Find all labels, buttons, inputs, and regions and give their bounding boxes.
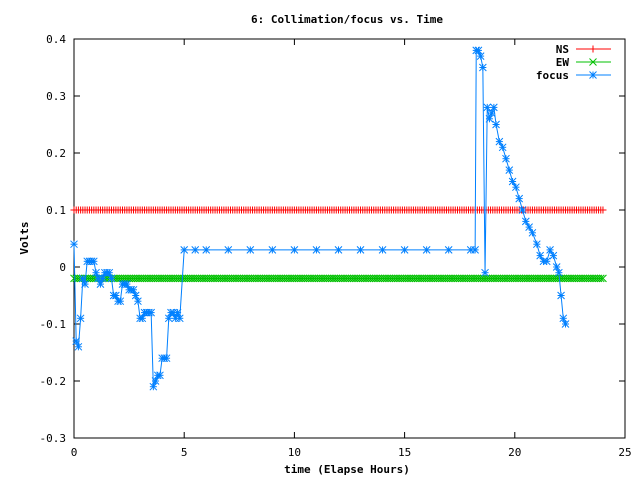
data-point-focus [490,103,498,112]
data-point-focus [378,246,387,254]
data-point-EW [596,274,605,283]
series-layer [70,46,607,391]
data-point-focus [502,154,510,163]
data-point-focus [532,240,541,249]
legend-marker-NS [589,45,597,53]
y-tick-label: 0.1 [46,204,66,217]
y-tick-label: 0.4 [46,33,66,46]
data-point-focus [134,297,142,306]
data-point-focus [107,274,116,283]
x-tick-label: 20 [508,446,521,459]
data-point-focus [561,320,570,328]
data-point-focus [191,246,200,254]
data-point-focus [483,103,492,112]
data-point-EW [599,274,607,283]
legend-marker-EW [589,58,597,66]
data-point-focus [481,268,489,277]
data-point-focus [542,257,551,266]
series-EW [70,274,607,283]
y-tick-label: -0.1 [40,318,67,331]
data-point-focus [444,246,453,254]
legend-label-NS: NS [556,43,569,56]
data-point-focus [512,183,520,192]
data-point-focus [268,246,277,254]
tick-label-group: 0 5 10 15 20 25 -0.3 -0.2 -0.1 0 0.1 0.2 0.3 0.4 [40,33,632,459]
chart-title: 6: Collimation/focus vs. Time [251,13,443,26]
data-point-focus [518,206,527,214]
data-point-NS [599,206,607,214]
plot-frame [73,38,626,439]
data-point-focus [498,143,507,152]
data-point-focus [224,246,233,254]
x-tick-label: 0 [71,446,78,459]
data-point-focus [555,268,563,277]
x-tick-label: 25 [618,446,631,459]
data-point-focus [81,280,89,288]
data-point-focus [557,291,565,300]
y-tick-label: 0 [59,261,66,274]
data-point-focus [400,246,409,254]
data-point-focus [528,228,537,237]
data-point-focus [312,246,321,254]
series-NS [70,206,607,214]
data-point-focus [105,268,114,277]
data-point-focus [334,246,343,254]
data-point-focus [70,240,78,249]
y-tick-label: 0.3 [46,90,66,103]
data-point-focus [74,342,83,351]
data-point-focus [356,246,365,254]
y-axis-label: Volts [18,221,31,254]
y-tick-label: -0.3 [40,432,67,445]
data-point-focus [156,371,164,380]
data-point-focus [175,314,184,323]
y-tick-label: -0.2 [40,375,67,388]
data-point-focus [505,166,514,174]
y-tick-label: 0.2 [46,147,66,160]
x-tick-label: 5 [181,446,188,459]
data-point-focus [515,194,524,203]
data-point-focus [116,297,125,306]
x-tick-label: 10 [288,446,301,459]
data-point-focus [478,63,487,72]
data-point-focus [290,246,299,254]
data-point-focus [202,246,211,254]
legend-label-EW: EW [556,56,570,69]
legend-label-focus: focus [536,69,569,82]
data-point-focus [422,246,431,254]
data-point-focus [180,246,189,254]
data-point-focus [76,314,85,323]
data-point-focus [471,246,479,254]
data-point-focus [162,354,171,363]
data-point-focus [492,120,500,129]
data-point-focus [147,308,155,317]
data-point-focus [89,257,98,266]
legend-marker-focus [589,71,597,79]
x-tick-label: 15 [398,446,411,459]
data-point-focus [246,246,255,254]
x-axis-label: time (Elapse Hours) [284,463,410,476]
series-focus [70,46,570,391]
data-point-focus [476,52,485,60]
data-point-focus [549,251,558,260]
